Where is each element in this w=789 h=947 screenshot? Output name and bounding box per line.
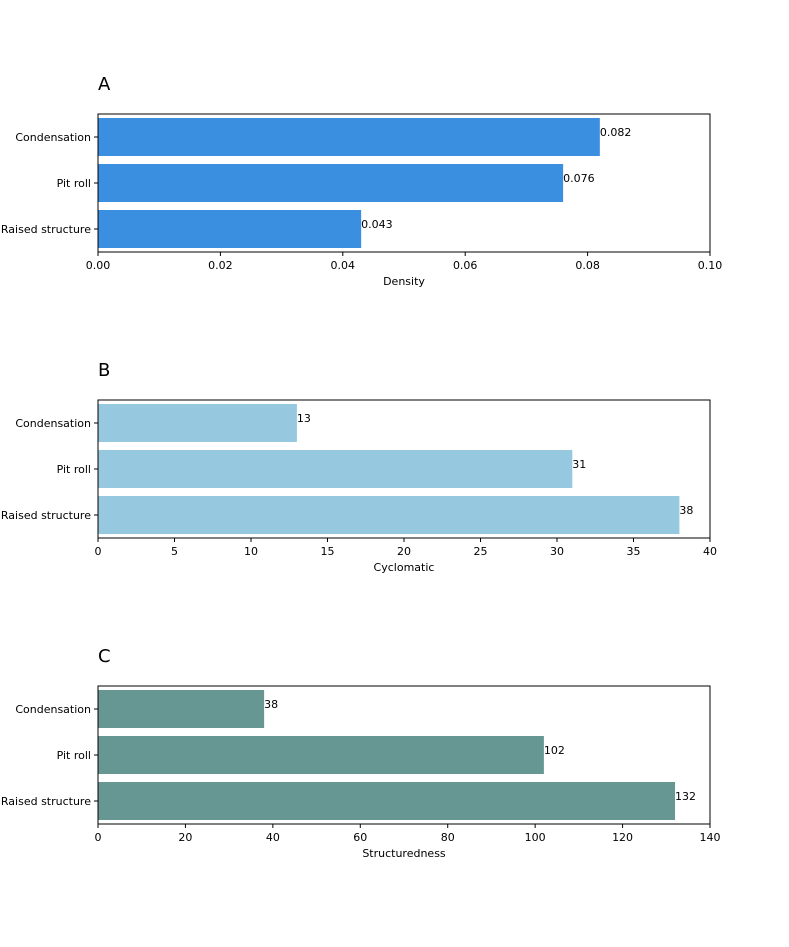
bar-raised-structure bbox=[98, 782, 676, 820]
x-tick-label: 60 bbox=[353, 831, 367, 844]
value-label: 102 bbox=[544, 744, 565, 757]
x-tick-label: 80 bbox=[441, 831, 455, 844]
value-label: 0.043 bbox=[361, 218, 393, 231]
value-label: 132 bbox=[675, 790, 696, 803]
category-label: Condensation bbox=[15, 417, 91, 430]
bar-raised-structure bbox=[98, 210, 362, 248]
value-label: 13 bbox=[297, 412, 311, 425]
value-label: 0.082 bbox=[600, 126, 632, 139]
x-tick-label: 10 bbox=[244, 545, 258, 558]
panel-b: B 13 Condensation 31 Pit roll 38 Raised struct… bbox=[1, 360, 717, 574]
x-tick-label: 120 bbox=[612, 831, 633, 844]
axes-frame bbox=[97, 113, 711, 253]
category-label: Condensation bbox=[15, 703, 91, 716]
panel-letter-a: A bbox=[98, 74, 111, 95]
x-tick-label: 0.04 bbox=[331, 259, 356, 272]
category-label: Raised structure bbox=[1, 795, 91, 808]
panel-a: A 0.082 Condensation 0.076 Pit roll 0.043 Rais… bbox=[1, 74, 722, 288]
bar-condensation bbox=[98, 690, 265, 728]
value-label: 38 bbox=[679, 504, 693, 517]
x-tick-label: 0 bbox=[95, 831, 102, 844]
bar-pit-roll bbox=[98, 164, 564, 202]
x-axis-label: Structuredness bbox=[362, 847, 446, 860]
bar-pit-roll bbox=[98, 736, 544, 774]
x-tick-label: 0 bbox=[95, 545, 102, 558]
x-tick-label: 40 bbox=[703, 545, 717, 558]
panel-letter-c: C bbox=[98, 646, 111, 667]
x-tick-label: 15 bbox=[321, 545, 335, 558]
value-label: 38 bbox=[264, 698, 278, 711]
panel-c: C 38 Condensation 102 Pit roll 132 Raised stru… bbox=[1, 646, 721, 860]
x-axis-label: Density bbox=[383, 275, 425, 288]
category-label: Raised structure bbox=[1, 509, 91, 522]
x-tick-label: 0.06 bbox=[453, 259, 478, 272]
bar-pit-roll bbox=[98, 450, 573, 488]
x-tick-label: 30 bbox=[550, 545, 564, 558]
bar-condensation bbox=[98, 404, 297, 442]
x-tick-label: 0.08 bbox=[575, 259, 600, 272]
bar-condensation bbox=[98, 118, 600, 156]
category-label: Pit roll bbox=[57, 749, 91, 762]
category-label: Raised structure bbox=[1, 223, 91, 236]
x-tick-label: 20 bbox=[397, 545, 411, 558]
category-label: Pit roll bbox=[57, 177, 91, 190]
x-tick-label: 20 bbox=[178, 831, 192, 844]
x-tick-label: 25 bbox=[474, 545, 488, 558]
x-tick-label: 0.10 bbox=[698, 259, 723, 272]
x-axis-label: Cyclomatic bbox=[374, 561, 435, 574]
x-tick-label: 0.02 bbox=[208, 259, 233, 272]
category-label: Pit roll bbox=[57, 463, 91, 476]
value-label: 31 bbox=[572, 458, 586, 471]
x-tick-label: 140 bbox=[700, 831, 721, 844]
value-label: 0.076 bbox=[563, 172, 595, 185]
x-tick-label: 40 bbox=[266, 831, 280, 844]
x-tick-label: 5 bbox=[171, 545, 178, 558]
x-tick-label: 100 bbox=[525, 831, 546, 844]
category-label: Condensation bbox=[15, 131, 91, 144]
x-tick-label: 0.00 bbox=[86, 259, 111, 272]
bar-raised-structure bbox=[98, 496, 680, 534]
panel-letter-b: B bbox=[98, 360, 110, 381]
axes-frame bbox=[97, 685, 711, 825]
x-tick-label: 35 bbox=[627, 545, 641, 558]
